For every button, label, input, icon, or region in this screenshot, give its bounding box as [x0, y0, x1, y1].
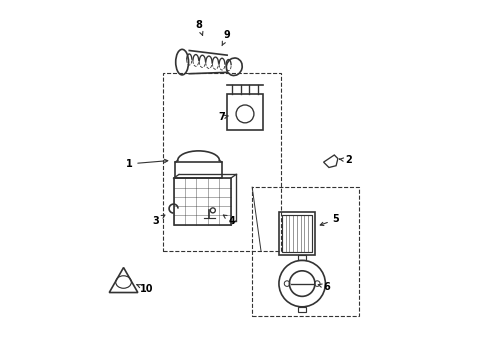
Text: 4: 4 [223, 215, 236, 226]
Text: 9: 9 [222, 30, 230, 46]
Text: 10: 10 [137, 284, 153, 294]
Text: 6: 6 [318, 282, 331, 292]
Text: 7: 7 [219, 112, 228, 122]
Text: 2: 2 [340, 156, 352, 165]
Text: 5: 5 [320, 214, 340, 225]
Text: 8: 8 [195, 19, 203, 35]
Text: 3: 3 [152, 215, 165, 226]
Text: 1: 1 [125, 159, 168, 169]
